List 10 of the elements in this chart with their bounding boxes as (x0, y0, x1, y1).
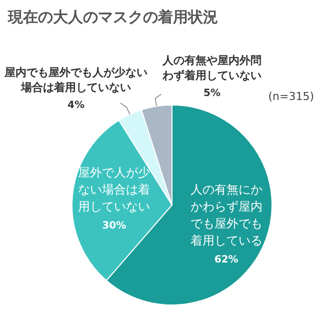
slice-label: 人の有無にかかわらず屋内でも屋外でも着用している (190, 182, 262, 248)
data-label: 62% (214, 254, 238, 266)
slice-label: 人の有無や屋内外問わず着用していない (162, 54, 262, 82)
data-label: 4% (68, 100, 84, 111)
data-label: 5% (204, 88, 220, 99)
data-label: 30% (102, 220, 126, 232)
text: (n=315) (268, 90, 314, 103)
slice-label: 屋外で人が少ない場合は着用していない (78, 165, 150, 214)
slice-label: 屋内でも屋外でも人が少ない場合は着用していない (4, 66, 148, 94)
chart-title: 現在の大人のマスクの着用状況 (7, 8, 218, 26)
